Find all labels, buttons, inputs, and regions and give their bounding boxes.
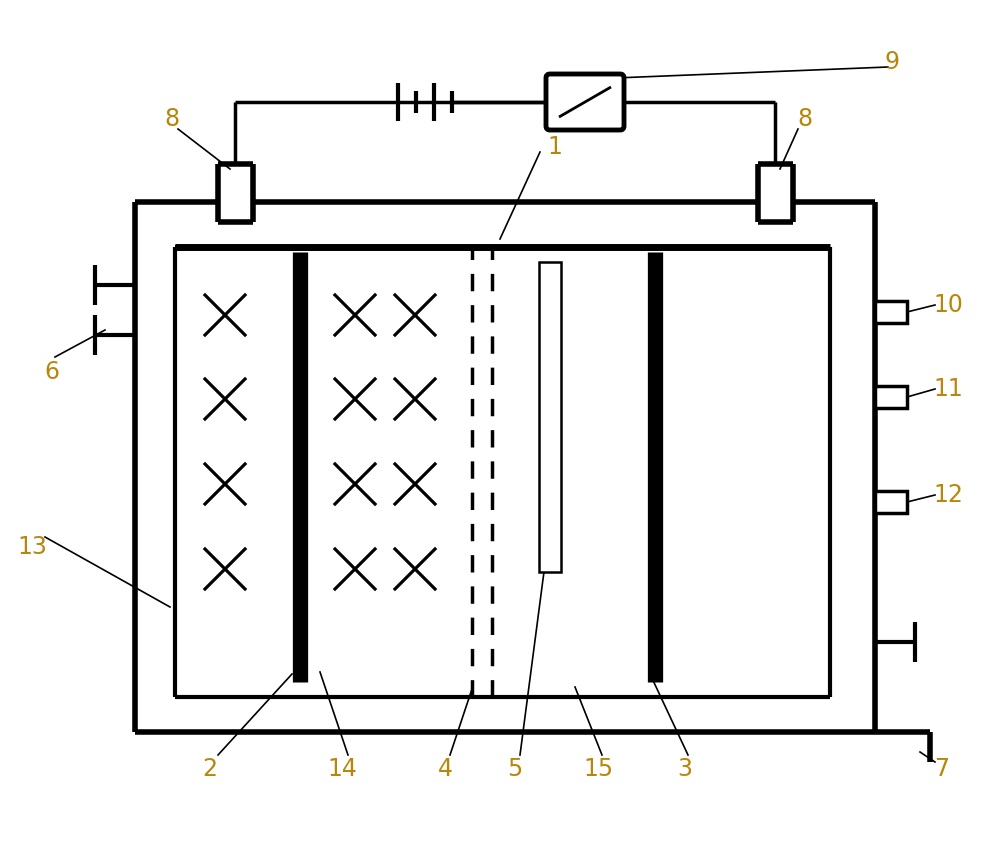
Bar	[539, 262, 561, 572]
Bar	[875, 301, 907, 323]
Text: 15: 15	[583, 757, 613, 781]
Text: 14: 14	[327, 757, 357, 781]
Text: 1: 1	[548, 135, 562, 159]
Text: 13: 13	[17, 535, 47, 559]
Text: 3: 3	[678, 757, 692, 781]
Text: 8: 8	[797, 107, 813, 131]
Bar	[875, 491, 907, 513]
Text: 6: 6	[44, 360, 60, 384]
Bar	[875, 386, 907, 408]
Text: 4: 4	[438, 757, 452, 781]
FancyBboxPatch shape	[546, 74, 624, 130]
Text: 8: 8	[164, 107, 180, 131]
Text: 9: 9	[885, 50, 900, 74]
Text: 12: 12	[933, 483, 963, 507]
Text: 10: 10	[933, 293, 963, 317]
Text: 5: 5	[507, 757, 523, 781]
Text: 11: 11	[933, 377, 963, 401]
Text: 2: 2	[202, 757, 218, 781]
Text: 7: 7	[934, 757, 950, 781]
